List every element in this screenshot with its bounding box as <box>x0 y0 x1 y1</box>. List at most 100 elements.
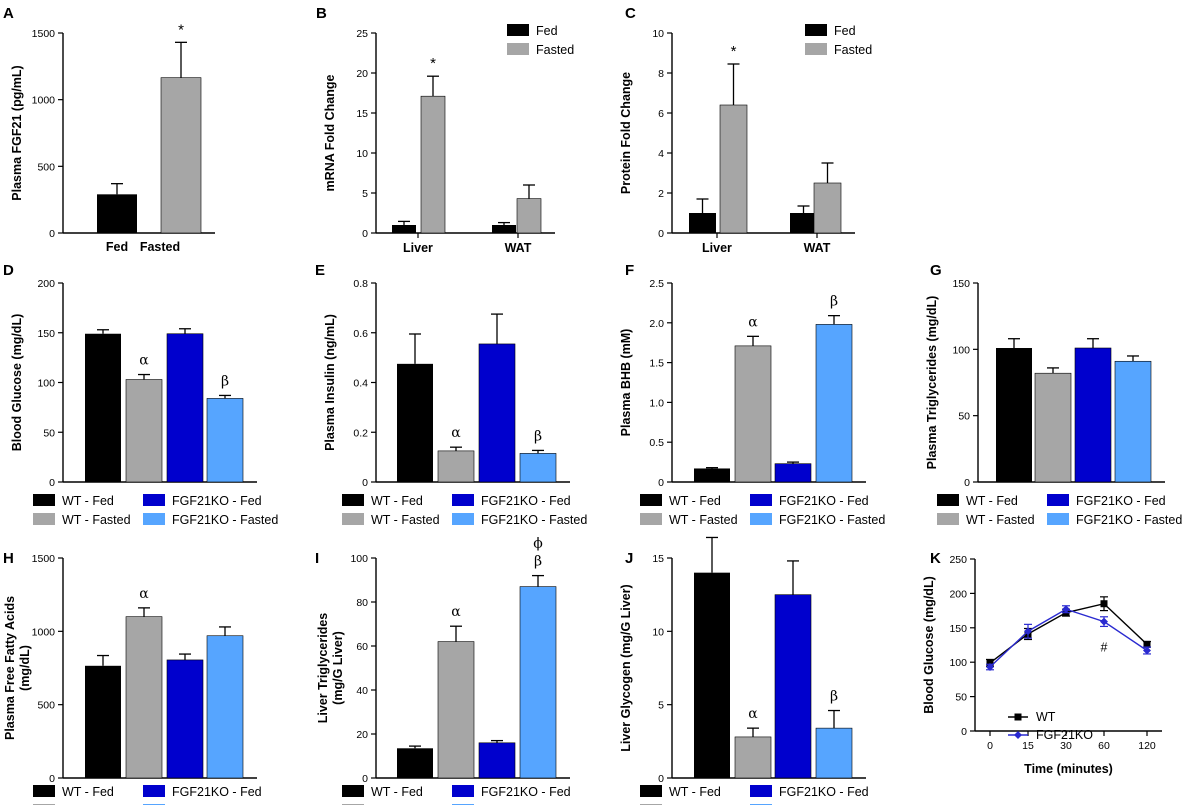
legend-swatch <box>143 494 165 506</box>
significance-mark: β <box>830 689 838 705</box>
panel-label: G <box>930 262 942 279</box>
bar <box>166 333 204 483</box>
x-tick-label: Fed <box>106 240 128 254</box>
significance-mark: β <box>221 373 229 389</box>
y-tick-label: 150 <box>949 623 967 635</box>
y-tick-label: 6 <box>658 108 664 120</box>
bar <box>206 398 244 483</box>
legend-label: FGF21KO - Fasted <box>172 513 278 527</box>
y-tick-label: 4 <box>658 148 664 160</box>
bar <box>492 225 516 233</box>
bar <box>437 450 475 483</box>
panel-label: K <box>930 550 941 567</box>
legend-swatch <box>750 494 772 506</box>
y-tick-label: 1000 <box>32 626 56 638</box>
y-tick-label: 15 <box>652 553 664 565</box>
panel-label: B <box>316 5 327 22</box>
bar <box>166 659 204 779</box>
x-tick-label: Liver <box>702 241 732 255</box>
significance-mark: β <box>534 554 542 570</box>
y-axis-title-line: Plasma Triglycerides (mg/dL) <box>925 296 939 470</box>
legend-swatch <box>33 513 55 525</box>
y-axis-title: Plasma BHB (mM) <box>619 329 633 437</box>
legend-label: Fed <box>834 24 856 38</box>
y-tick-label: 150 <box>37 328 55 340</box>
legend-swatch <box>342 513 364 525</box>
panel-j: J 0 5 10 15 Liver Glycogen (mg/G Liver) α β WT -… <box>619 536 885 805</box>
bar <box>519 586 557 779</box>
y-tick-label: 1500 <box>32 553 56 565</box>
panel-label: D <box>3 262 14 279</box>
legend-swatch <box>452 494 474 506</box>
legend-label: FGF21KO - Fed <box>779 785 869 799</box>
legend-label: WT - Fed <box>669 785 721 799</box>
y-axis-title-line: (mg/dL) <box>18 645 32 691</box>
x-tick-label: 30 <box>1060 740 1072 752</box>
y-tick-label: 50 <box>958 411 970 423</box>
bar <box>420 95 446 234</box>
bar <box>815 324 853 483</box>
panel-d: D 0 50 100 150 200 Blood Glucose (mg/dL) α β WT -… <box>3 262 278 527</box>
legend-marker <box>1014 713 1022 721</box>
significance-mark: α <box>451 604 461 620</box>
legend-swatch <box>640 513 662 525</box>
bar <box>437 641 475 779</box>
legend-swatch <box>805 24 827 36</box>
y-tick-label: 40 <box>356 685 368 697</box>
legend-swatch <box>452 513 474 525</box>
legend-label: FGF21KO - Fed <box>779 494 869 508</box>
y-tick-label: 0 <box>658 228 664 240</box>
y-tick-label: 0 <box>658 773 664 785</box>
legend-swatch <box>640 785 662 797</box>
y-tick-label: 0 <box>362 228 368 240</box>
y-tick-label: 100 <box>37 378 55 390</box>
y-tick-label: 20 <box>356 68 368 80</box>
y-axis-title-line: mRNA Fold Change <box>323 75 337 192</box>
panel-c: C 0 2 4 6 8 10 Protein Fold Change * Liver WAT Fed F… <box>619 5 872 255</box>
y-tick-label: 20 <box>356 729 368 741</box>
bar <box>519 453 557 483</box>
y-tick-label: 80 <box>356 597 368 609</box>
y-axis-title-line: (mg/G Liver) <box>331 631 345 705</box>
legend-swatch <box>805 43 827 55</box>
legend-swatch <box>143 513 165 525</box>
y-axis-title-line: Blood Glucose (mg/dL) <box>922 576 936 714</box>
bar <box>1034 372 1072 483</box>
legend-label: Fed <box>536 24 558 38</box>
y-axis-title: Plasma FGF21 (pg/mL) <box>10 65 24 200</box>
y-axis-title: Plasma Insulin (ng/mL) <box>323 314 337 451</box>
legend-swatch <box>937 513 959 525</box>
y-axis-title: Blood Glucose (mg/dL) <box>10 314 24 452</box>
x-tick-label: Fasted <box>140 240 180 254</box>
legend-marker <box>1014 731 1022 739</box>
legend-label: FGF21KO <box>1036 728 1093 742</box>
panel-label: C <box>625 5 636 22</box>
x-tick-label: WAT <box>804 241 831 255</box>
legend-swatch <box>342 785 364 797</box>
significance-mark: * <box>178 21 184 38</box>
y-tick-label: 500 <box>37 161 55 173</box>
legend-label: FGF21KO - Fed <box>172 785 262 799</box>
y-axis-title-line: Protein Fold Change <box>619 72 633 194</box>
x-tick-label: 0 <box>987 740 993 752</box>
significance-mark: α <box>748 314 758 330</box>
y-tick-label: 0.4 <box>353 378 368 390</box>
y-tick-label: 1000 <box>32 95 56 107</box>
legend-swatch <box>1047 513 1069 525</box>
y-axis-title: Blood Glucose (mg/dL) <box>922 576 936 714</box>
bar <box>790 213 817 233</box>
y-axis-title-line: Liver Triglycerides <box>316 613 330 724</box>
legend-swatch <box>342 494 364 506</box>
y-axis-title: mRNA Fold Change <box>323 75 337 192</box>
data-point <box>1100 617 1108 626</box>
panel-h: H 0 500 1000 1500 Plasma Free Fatty Acids(mg/… <box>3 550 278 805</box>
panel-label: F <box>625 262 634 279</box>
y-axis-title-line: Blood Glucose (mg/dL) <box>10 314 24 452</box>
y-tick-label: 0 <box>961 726 967 738</box>
panel-a: A 0 500 1000 1500 Plasma FGF21 (pg/mL) * Fed Fas… <box>3 5 215 254</box>
y-tick-label: 0 <box>964 477 970 489</box>
panel-label: E <box>315 262 325 279</box>
bar <box>719 104 748 234</box>
y-tick-label: 5 <box>658 700 664 712</box>
y-tick-label: 60 <box>356 641 368 653</box>
